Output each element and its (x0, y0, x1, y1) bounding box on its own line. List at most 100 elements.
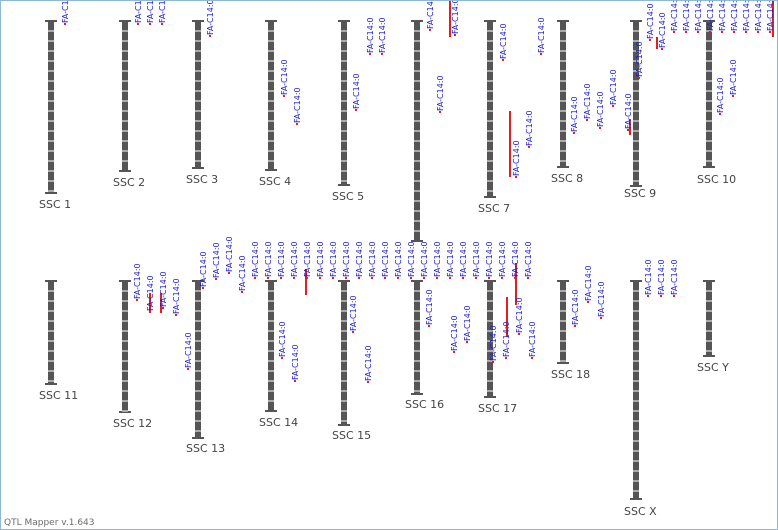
qtl-label[interactable]: FA-C14:0 (571, 289, 580, 325)
qtl-label[interactable]: FA-C14:0 (485, 241, 494, 277)
qtl-marker (149, 23, 151, 25)
chromosome-ssc-6 (411, 20, 423, 242)
qtl-label[interactable]: FA-C14:0 (515, 297, 524, 333)
qtl-label[interactable]: FA-C14:0 (264, 241, 273, 277)
qtl-label[interactable]: FA-C14:0 (706, 1, 715, 31)
qtl-label[interactable]: FA-C14:0 (316, 241, 325, 277)
qtl-label[interactable]: FA-C14:0 (524, 241, 533, 277)
qtl-label[interactable]: FA-C14:0 (364, 345, 373, 381)
qtl-label[interactable]: FA-C14:0 (158, 1, 167, 23)
qtl-label[interactable]: FA-C14:0 (133, 263, 142, 299)
qtl-label[interactable]: FA-C14:0 (146, 1, 155, 23)
qtl-label[interactable]: FA-C14:0 (238, 255, 247, 291)
qtl-label[interactable]: FA-C14:0 (670, 1, 679, 31)
qtl-label[interactable]: FA-C14:0 (584, 265, 593, 301)
qtl-marker (428, 325, 430, 327)
qtl-label[interactable]: FA-C14:0 (570, 96, 579, 132)
qtl-label[interactable]: FA-C14:0 (293, 87, 302, 123)
qtl-marker (228, 272, 230, 274)
qtl-label[interactable]: FA-C14:0 (451, 1, 460, 34)
qtl-label[interactable]: FA-C14:0 (766, 1, 775, 31)
qtl-label[interactable]: FA-C14:0 (450, 315, 459, 351)
qtl-label[interactable]: FA-C14:0 (472, 241, 481, 277)
qtl-marker (202, 287, 204, 289)
qtl-label[interactable]: FA-C14:0 (355, 241, 364, 277)
qtl-label[interactable]: FA-C14:0 (716, 77, 725, 113)
qtl-label[interactable]: FA-C14:0 (729, 59, 738, 95)
qtl-label[interactable]: FA-C14:0 (366, 17, 375, 53)
qtl-label[interactable]: FA-C14:0 (489, 325, 498, 361)
qtl-marker (439, 111, 441, 113)
qtl-label[interactable]: FA-C14:0 (512, 140, 521, 176)
qtl-label[interactable]: FA-C14:0 (670, 259, 679, 295)
qtl-label[interactable]: FA-C14:0 (206, 1, 215, 35)
qtl-marker (381, 53, 383, 55)
qtl-label[interactable]: FA-C14:0 (742, 1, 751, 31)
qtl-label[interactable]: FA-C14:0 (583, 83, 592, 119)
chromosome-label: SSC 15 (332, 429, 371, 442)
qtl-label[interactable]: FA-C14:0 (134, 1, 143, 23)
qtl-label[interactable]: FA-C14:0 (290, 241, 299, 277)
qtl-label[interactable]: FA-C14:0 (420, 241, 429, 277)
qtl-label[interactable]: FA-C14:0 (436, 75, 445, 111)
qtl-label[interactable]: FA-C14:0 (329, 241, 338, 277)
qtl-label[interactable]: FA-C14:0 (225, 236, 234, 272)
qtl-label[interactable]: FA-C14:0 (528, 321, 537, 357)
qtl-label[interactable]: FA-C14:0 (407, 241, 416, 277)
qtl-label[interactable]: FA-C14:0 (459, 241, 468, 277)
qtl-label[interactable]: FA-C14:0 (446, 241, 455, 277)
qtl-label[interactable]: FA-C14:0 (146, 275, 155, 311)
qtl-label[interactable]: FA-C14:0 (212, 242, 221, 278)
qtl-label[interactable]: FA-C14:0 (694, 1, 703, 31)
chromosome-label: SSC 3 (186, 173, 218, 186)
qtl-label[interactable]: FA-C14:0 (381, 241, 390, 277)
qtl-marker (355, 109, 357, 111)
qtl-label[interactable]: FA-C14:0 (303, 241, 312, 277)
qtl-label[interactable]: FA-C14:0 (349, 295, 358, 331)
qtl-label[interactable]: FA-C14:0 (463, 305, 472, 341)
qtl-label[interactable]: FA-C14:0 (394, 241, 403, 277)
qtl-label[interactable]: FA-C14:0 (378, 17, 387, 53)
chromosome-label: SSC 2 (113, 176, 145, 189)
qtl-label[interactable]: FA-C14:0 (597, 281, 606, 317)
qtl-label[interactable]: FA-C14:0 (159, 271, 168, 307)
qtl-label[interactable]: FA-C14:0 (291, 344, 300, 380)
qtl-label[interactable]: FA-C14:0 (342, 241, 351, 277)
qtl-label[interactable]: FA-C14:0 (61, 1, 70, 23)
qtl-label[interactable]: FA-C14:0 (657, 259, 666, 295)
qtl-marker (466, 341, 468, 343)
qtl-label[interactable]: FA-C14:0 (718, 1, 727, 31)
qtl-label[interactable]: FA-C14:0 (425, 289, 434, 325)
qtl-label[interactable]: FA-C14:0 (280, 59, 289, 95)
qtl-label[interactable]: FA-C14:0 (624, 93, 633, 129)
qtl-label[interactable]: FA-C14:0 (426, 1, 435, 29)
qtl-label[interactable]: FA-C14:0 (499, 23, 508, 59)
qtl-label[interactable]: FA-C14:0 (537, 17, 546, 53)
qtl-marker (649, 39, 651, 41)
qtl-label[interactable]: FA-C14:0 (251, 241, 260, 277)
qtl-label[interactable]: FA-C14:0 (172, 278, 181, 314)
qtl-label[interactable]: FA-C14:0 (502, 321, 511, 357)
qtl-label[interactable]: FA-C14:0 (754, 1, 763, 31)
qtl-label[interactable]: FA-C14:0 (730, 1, 739, 31)
qtl-label[interactable]: FA-C14:0 (199, 251, 208, 287)
qtl-label[interactable]: FA-C14:0 (368, 241, 377, 277)
qtl-label[interactable]: FA-C14:0 (352, 73, 361, 109)
qtl-label[interactable]: FA-C14:0 (658, 12, 667, 48)
qtl-label[interactable]: FA-C14:0 (433, 241, 442, 277)
qtl-marker (453, 351, 455, 353)
qtl-label[interactable]: FA-C14:0 (498, 241, 507, 277)
qtl-marker (514, 277, 516, 279)
chromosome-ssc-x: SSC X (624, 280, 657, 518)
qtl-label[interactable]: FA-C14:0 (277, 241, 286, 277)
qtl-label[interactable]: FA-C14:0 (596, 91, 605, 127)
qtl-label[interactable]: FA-C14:0 (525, 110, 534, 146)
qtl-label[interactable]: FA-C14:0 (278, 321, 287, 357)
qtl-label[interactable]: FA-C14:0 (184, 332, 193, 368)
qtl-label[interactable]: FA-C14:0 (646, 3, 655, 39)
qtl-label[interactable]: FA-C14:0 (644, 259, 653, 295)
qtl-label[interactable]: FA-C14:0 (511, 241, 520, 277)
qtl-label[interactable]: FA-C14:0 (682, 1, 691, 31)
qtl-label[interactable]: FA-C14:0 (635, 41, 644, 77)
qtl-label[interactable]: FA-C14:0 (609, 69, 618, 105)
